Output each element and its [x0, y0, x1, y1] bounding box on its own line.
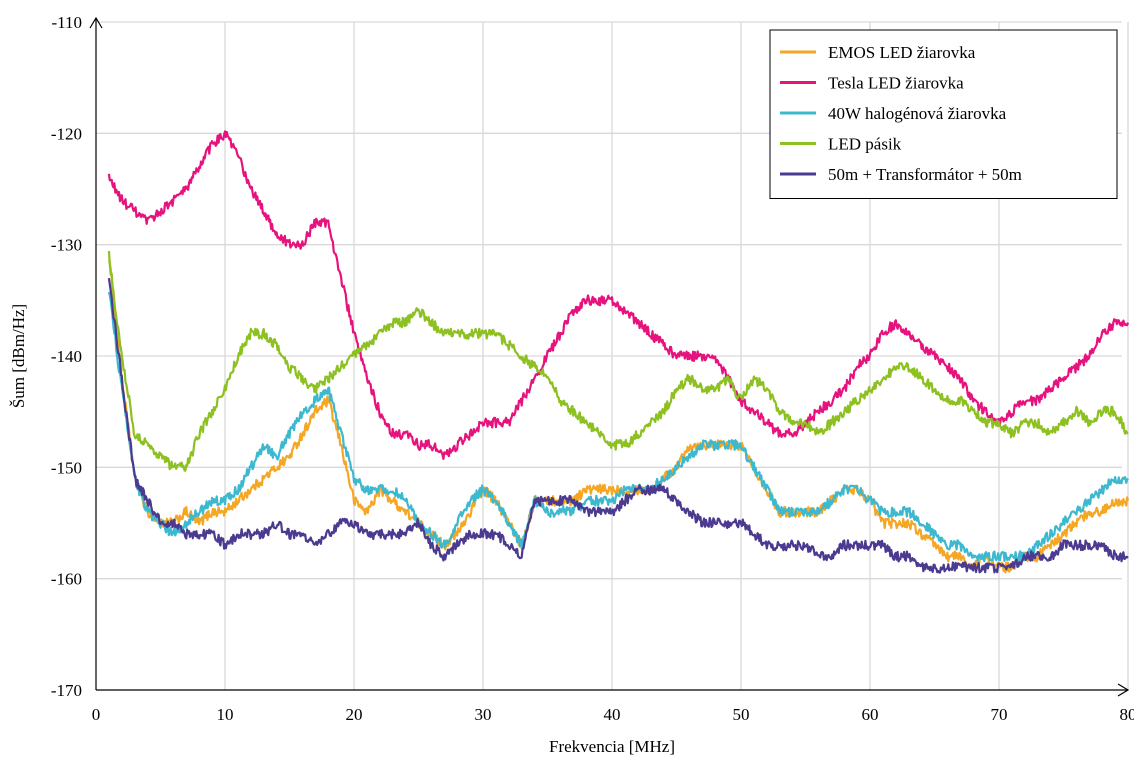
- x-tick-label: 70: [991, 705, 1008, 724]
- y-tick-label: -150: [51, 458, 82, 477]
- x-tick-label: 40: [604, 705, 621, 724]
- x-tick-label: 30: [475, 705, 492, 724]
- x-tick-label: 60: [862, 705, 879, 724]
- x-tick-label: 50: [733, 705, 750, 724]
- x-axis-title: Frekvencia [MHz]: [549, 737, 675, 756]
- series-line: [109, 278, 1128, 572]
- legend-label: Tesla LED žiarovka: [828, 74, 964, 93]
- legend-label: 50m + Transformátor + 50m: [828, 165, 1022, 184]
- x-tick-label: 0: [92, 705, 101, 724]
- legend-label: 40W halogénová žiarovka: [828, 104, 1007, 123]
- legend-label: EMOS LED žiarovka: [828, 43, 976, 62]
- x-tick-label: 10: [217, 705, 234, 724]
- y-tick-label: -120: [51, 124, 82, 143]
- series-line: [109, 251, 1128, 471]
- legend-label: LED pásik: [828, 135, 902, 154]
- y-tick-label: -130: [51, 236, 82, 255]
- x-tick-label: 20: [346, 705, 363, 724]
- y-tick-label: -170: [51, 681, 82, 700]
- y-axis-title: Šum [dBm/Hz]: [9, 304, 28, 408]
- x-tick-label: 80: [1120, 705, 1134, 724]
- y-tick-label: -160: [51, 570, 82, 589]
- legend: EMOS LED žiarovka Tesla LED žiarovka 40W h…: [770, 30, 1117, 199]
- y-tick-label: -110: [51, 13, 82, 32]
- y-tick-label: -140: [51, 347, 82, 366]
